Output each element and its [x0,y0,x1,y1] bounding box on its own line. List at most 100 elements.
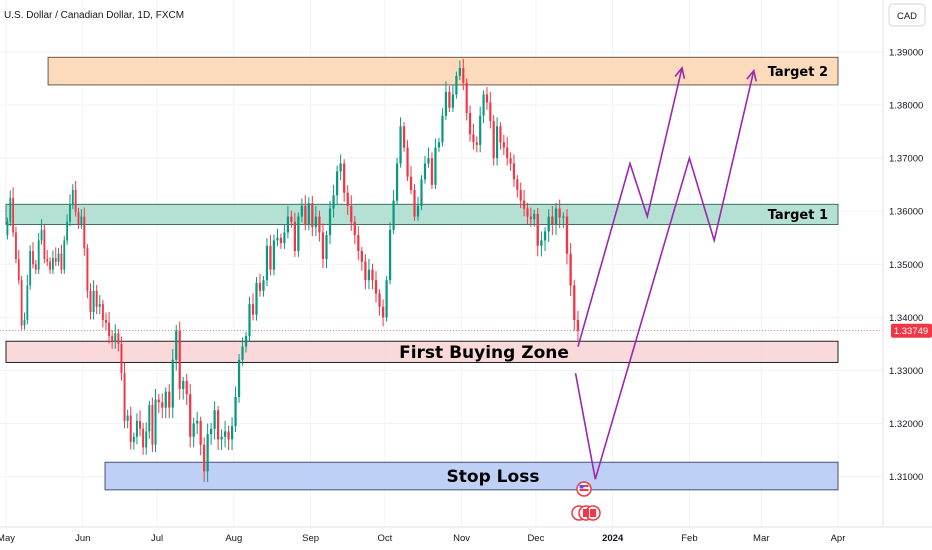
candle [297,212,300,257]
candle-body [547,216,550,232]
candle [57,247,60,266]
candle-body [241,346,244,360]
candle [12,187,15,237]
candle [255,277,258,321]
currency-button-frame[interactable] [888,3,926,27]
candle-body [378,293,381,307]
candle [129,406,132,450]
zone-box[interactable] [5,203,839,225]
candle [423,156,427,184]
candle [175,324,178,371]
candle-body [37,240,40,270]
canada-flag-event-icon[interactable] [571,505,601,521]
zone-target-1[interactable]: Target 1 [5,203,839,225]
candle [357,226,360,261]
candle-body [227,431,230,440]
candle [492,115,495,166]
candle-body [451,94,455,108]
candle-body [120,343,123,374]
candle [95,284,98,315]
candle-body [276,237,279,241]
price-tick-label: 1.39000 [889,48,923,59]
candle [120,336,123,381]
candle [192,417,195,448]
candle [20,275,23,330]
candle-body [216,410,220,440]
candle-body [171,359,174,408]
zone-label: Stop Loss [447,467,540,487]
candle [332,184,335,218]
candle-body [60,253,63,270]
candle [171,349,174,419]
time-tick-label: Nov [453,533,470,544]
economic-events[interactable] [571,481,601,521]
candle [269,235,272,276]
projection-path-1[interactable] [577,66,686,347]
candle-body [413,189,416,217]
candle-body [283,232,286,244]
candle-body [509,158,512,164]
candle-body [74,189,77,213]
candle-body [482,94,485,116]
us-flag-event-icon[interactable] [576,481,592,497]
candle-body [321,232,325,259]
candle-body [318,216,321,233]
candle-body [108,322,111,336]
last-price-tag: 1.33749 [891,323,932,338]
zone-first-buying-zone[interactable]: First Buying Zone [5,340,839,363]
candle-body [80,216,83,225]
candle-body [409,176,413,190]
currency-button-label[interactable]: CAD [897,11,917,22]
candle-body [343,163,346,193]
time-tick-label: Apr [831,533,846,544]
zone-box[interactable] [47,56,839,86]
candle [117,329,120,352]
candle-body [255,282,258,315]
candle [258,273,262,297]
candle [104,312,107,331]
candle [108,312,111,344]
price-axis[interactable]: 1.39000 1.38000 1.37000 1.36000 1.35000 1.340… [889,48,923,484]
candle [154,389,157,453]
candle-body [406,147,409,177]
candle-body [286,216,290,233]
candle [519,182,522,209]
candle [374,271,378,303]
zone-box[interactable] [5,340,839,363]
candle-body [485,94,489,103]
candle [71,184,74,210]
projection-line[interactable] [574,70,755,480]
candle-body [335,171,339,196]
candle-body [89,290,92,313]
candle [89,283,92,320]
candle-body [307,203,310,225]
candle-body [189,394,192,437]
candle [203,437,206,482]
candle-body [269,245,272,270]
candle-body [533,213,536,220]
candle-body [455,75,458,95]
price-tick-label: 1.33000 [889,366,923,377]
candle [314,205,318,237]
candle [489,91,492,129]
candle-body [26,285,29,321]
projection-line[interactable] [577,67,683,347]
zone-stop-loss[interactable]: Stop Loss [104,461,839,491]
price-tick-label: 1.34000 [889,313,923,324]
candle [416,196,420,221]
candle-body [427,158,430,164]
zone-target-2[interactable]: Target 2 [47,56,839,86]
time-axis[interactable]: May Jun Jul Aug Sep Oct Nov Dec 2024 Feb Mar Apr [0,533,845,544]
price-tick-label: 1.37000 [889,154,923,165]
candle [430,152,434,189]
currency-button[interactable]: CAD [888,3,926,27]
time-tick-label: Mar [753,533,769,544]
projection-path-2[interactable] [574,68,757,480]
candle [37,232,40,274]
candle [565,209,569,265]
candle [420,175,423,211]
zone-box[interactable] [104,461,839,491]
candle-body [506,147,509,159]
